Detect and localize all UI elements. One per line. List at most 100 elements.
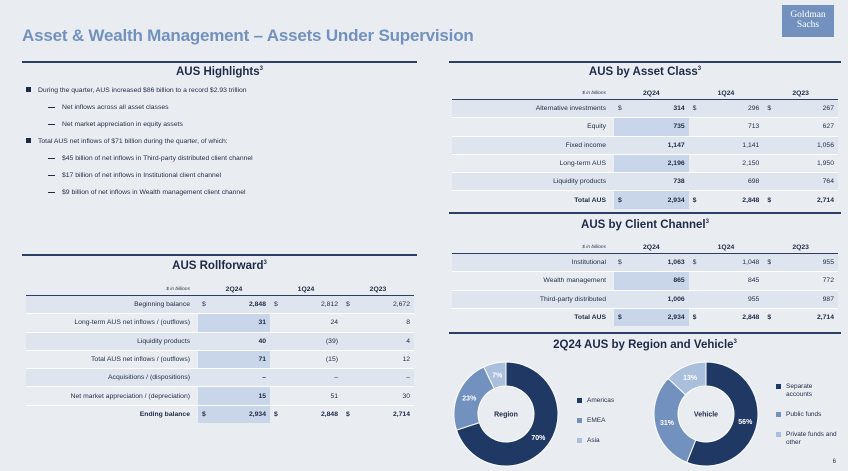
row-label: Equity (452, 117, 614, 137)
column-header: 1Q24 (688, 241, 764, 254)
table-row: Institutional $1,063 $1,048 $955 (452, 253, 838, 273)
currency-symbol: $ (614, 190, 630, 209)
row-label: Fixed income (452, 136, 614, 155)
donut-slice (483, 361, 507, 390)
legend-swatch (577, 398, 582, 403)
currency-symbol (342, 332, 358, 351)
highlights-title-text: AUS Highlights (175, 66, 260, 78)
cell-value: 1,950 (779, 154, 838, 174)
region-donut-chart: 70% 23% 7% Region (453, 361, 559, 467)
donut-center-label: Region (494, 412, 518, 419)
cell-value: 627 (779, 117, 838, 137)
cell-value: 772 (779, 271, 838, 291)
cell-value: 738 (630, 172, 689, 192)
cell-value: 314 (630, 99, 689, 119)
cell-value: – (358, 368, 414, 388)
cell-value: 1,006 (630, 290, 689, 309)
cell-value: – (214, 368, 270, 388)
vehicle-donut-chart: 56% 31% 13% Vehicle (653, 361, 759, 467)
rollforward-title: AUS Rollforward3 (22, 260, 417, 272)
currency-symbol (270, 368, 286, 388)
column-header: 2Q24 (198, 283, 270, 296)
cell-value: 2,848 (704, 190, 764, 209)
cell-value: 1,063 (630, 253, 689, 273)
cell-value: 955 (779, 253, 838, 273)
cell-value: 2,714 (779, 307, 838, 327)
cell-value: 987 (779, 290, 838, 309)
cell-value: 40 (214, 332, 270, 351)
row-label: Liquidity products (452, 172, 614, 192)
client-channel-footnote: 3 (705, 219, 709, 226)
cell-value: 2,196 (630, 154, 689, 174)
currency-symbol: $ (763, 307, 780, 327)
currency-symbol (270, 313, 286, 333)
currency-symbol (763, 290, 780, 309)
table-row: Wealth management 865 845 772 (452, 271, 838, 291)
unit-label: $ in billions (452, 241, 614, 254)
bullet-marker (26, 138, 31, 143)
cell-value: 12 (358, 350, 414, 370)
currency-symbol: $ (270, 404, 286, 424)
currency-symbol: $ (763, 99, 780, 119)
currency-symbol (270, 350, 286, 370)
cell-value: 2,934 (630, 190, 689, 209)
highlights-rule (22, 61, 417, 63)
row-label: Total AUS (452, 307, 614, 327)
currency-symbol (270, 386, 286, 406)
dash-marker (48, 124, 55, 125)
table-row: Equity 735 713 627 (452, 117, 838, 137)
logo-line-1: Goldman (790, 10, 826, 20)
column-header: 1Q24 (270, 283, 342, 296)
currency-symbol (688, 290, 705, 309)
cell-value: 1,056 (779, 136, 838, 155)
rollforward-rule (22, 254, 417, 256)
cell-value: (15) (286, 350, 342, 370)
table-row: Liquidity products 738 698 764 (452, 172, 838, 192)
cell-value: 51 (286, 386, 342, 406)
asset-class-table: $ in billions 2Q24 1Q24 2Q23 Alternative inv… (452, 87, 838, 209)
column-header: 2Q23 (342, 283, 414, 296)
cell-value: 1,147 (630, 136, 689, 155)
currency-symbol (342, 368, 358, 388)
rollforward-footnote: 3 (263, 260, 267, 267)
bullet-marker (26, 87, 31, 92)
currency-symbol (198, 350, 214, 370)
currency-symbol (763, 136, 780, 155)
cell-value: 296 (704, 99, 764, 119)
cell-value: – (286, 368, 342, 388)
rollforward-title-text: AUS Rollforward (172, 260, 264, 272)
currency-symbol: $ (763, 253, 780, 273)
donut-slice (455, 361, 559, 467)
client-channel-rule (449, 212, 841, 214)
currency-symbol (614, 136, 630, 155)
column-header: 2Q23 (763, 241, 838, 254)
cell-value: 1,048 (704, 253, 764, 273)
currency-symbol: $ (614, 99, 630, 119)
row-label: Long-term AUS (452, 154, 614, 174)
client-channel-title-text: AUS by Client Channel (581, 219, 706, 231)
donut-slice (667, 361, 707, 396)
row-label: Institutional (452, 253, 614, 273)
region-vehicle-title-text: 2Q24 AUS by Region and Vehicle (553, 339, 734, 351)
cell-value: 713 (704, 117, 764, 137)
sub-bullet-item: $9 billion of net inflows in Wealth mana… (26, 187, 416, 204)
currency-symbol (342, 386, 358, 406)
table-row: Acquisitions / (dispositions) – – – (26, 368, 414, 388)
currency-symbol (614, 172, 630, 192)
cell-value: 2,672 (358, 295, 414, 315)
cell-value: 955 (704, 290, 764, 309)
cell-value: 71 (214, 350, 270, 370)
cell-value: (39) (286, 332, 342, 351)
column-header: 2Q23 (763, 87, 838, 100)
slice-label: 7% (492, 372, 503, 379)
currency-symbol (763, 172, 780, 192)
legend-item: Private funds and other (776, 431, 838, 447)
highlights-footnote: 3 (259, 66, 264, 73)
asset-class-title-text: AUS by Asset Class (588, 66, 698, 78)
sub-bullet-item: $45 billion of net inflows in Third-part… (26, 153, 416, 170)
total-row: Ending balance $2,934 $2,848 $2,714 (26, 404, 414, 424)
slice-label: 13% (683, 375, 698, 382)
cell-value: 2,934 (630, 307, 689, 327)
currency-symbol (614, 154, 630, 174)
row-label: Third-party distributed (452, 290, 614, 309)
